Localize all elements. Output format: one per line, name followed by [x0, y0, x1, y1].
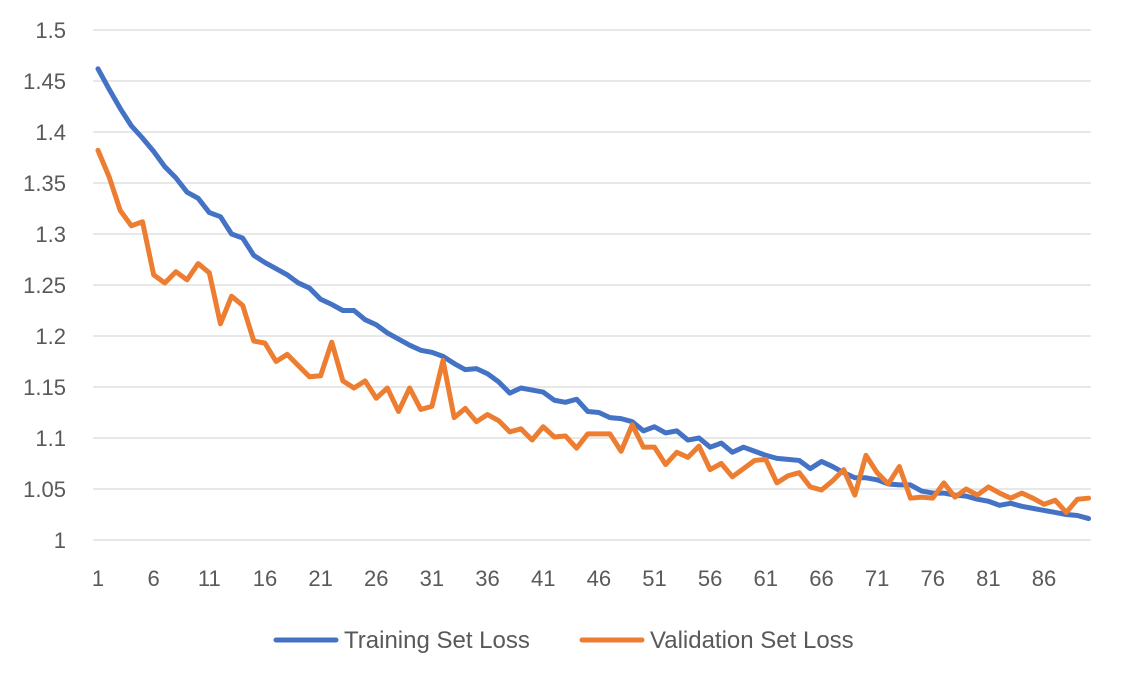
legend-label-training: Training Set Loss — [344, 627, 530, 654]
x-tick-label: 16 — [253, 566, 277, 591]
y-tick-label: 1.25 — [23, 273, 66, 298]
x-tick-label: 51 — [642, 566, 666, 591]
x-tick-label: 6 — [148, 566, 160, 591]
x-tick-label: 46 — [587, 566, 611, 591]
training-loss-line — [95, 66, 1092, 522]
x-tick-label: 26 — [364, 566, 388, 591]
x-tick-label: 86 — [1032, 566, 1056, 591]
y-tick-label: 1 — [54, 528, 66, 553]
x-tick-label: 61 — [754, 566, 778, 591]
y-tick-label: 1.1 — [35, 426, 66, 451]
x-tick-label: 81 — [976, 566, 1000, 591]
y-tick-label: 1.2 — [35, 324, 66, 349]
legend: Training Set Loss Validation Set Loss — [273, 627, 854, 654]
y-tick-label: 1.35 — [23, 171, 66, 196]
x-tick-label: 71 — [865, 566, 889, 591]
x-tick-label: 76 — [921, 566, 945, 591]
y-tick-label: 1.15 — [23, 375, 66, 400]
x-tick-label: 31 — [420, 566, 444, 591]
x-tick-label: 11 — [198, 566, 221, 591]
y-tick-label: 1.3 — [35, 222, 66, 247]
x-tick-label: 21 — [308, 566, 332, 591]
y-axis-ticks: 1 1.05 1.1 1.15 1.2 1.25 1.3 1.35 1.4 1.45 1.5 — [23, 18, 66, 553]
series-lines — [95, 66, 1092, 522]
x-tick-label: 41 — [531, 566, 555, 591]
x-tick-label: 66 — [809, 566, 833, 591]
y-tick-label: 1.4 — [35, 120, 66, 145]
validation-loss-line — [95, 147, 1092, 515]
y-tick-label: 1.45 — [23, 69, 66, 94]
x-tick-label: 36 — [475, 566, 499, 591]
gridlines — [93, 29, 1091, 541]
legend-label-validation: Validation Set Loss — [650, 627, 854, 654]
x-axis-ticks: 1 6 11 16 21 26 31 36 41 46 51 56 61 66 71 76 81 86 — [92, 566, 1056, 591]
x-tick-label: 1 — [92, 566, 104, 591]
x-tick-label: 56 — [698, 566, 722, 591]
y-tick-label: 1.5 — [35, 18, 66, 43]
y-tick-label: 1.05 — [23, 477, 66, 502]
